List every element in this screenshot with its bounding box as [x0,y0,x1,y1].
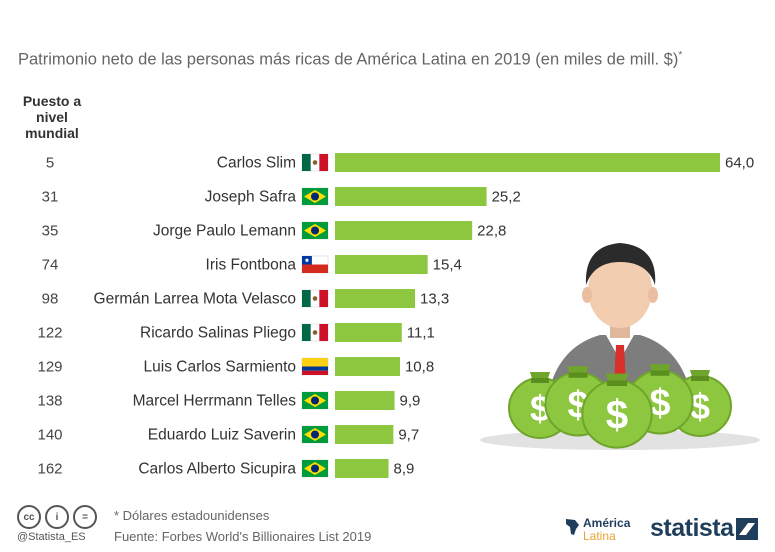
rank-label: 122 [37,325,62,342]
rank-label: 98 [42,291,59,308]
flag-brazil-icon [301,187,329,206]
chart-title: Patrimonio neto de las personas más rica… [18,50,683,69]
bar [335,425,394,444]
partner-logo-line2: Latina [583,529,616,543]
data-label: 9,7 [398,427,419,444]
data-label: 22,8 [477,223,506,240]
flag-mexico-icon [301,323,329,342]
bar [335,459,389,478]
rank-label: 74 [42,257,59,274]
flag-chile-icon [301,255,329,274]
no-derivatives-icon[interactable]: = [73,505,97,529]
attribution-icon[interactable]: i [45,505,69,529]
chart-row: 129 Luis Carlos Sarmiento 10,8 [37,357,434,376]
bar-chart: 5 Carlos Slim 64,0 31 Joseph Safra 25,2 35 Jorg… [37,153,760,478]
top-band [0,0,775,50]
rank-label: 138 [37,393,62,410]
license-icons: cc i = [17,505,97,529]
category-label: Germán Larrea Mota Velasco [94,291,296,308]
chart-row: 35 Jorge Paulo Lemann 22,8 [42,221,506,240]
money-bag-icon: $ [581,373,653,449]
flag-mexico-icon [301,289,329,308]
data-label: 10,8 [405,359,434,376]
flag-mexico-icon [301,153,329,172]
svg-text:$: $ [606,392,628,438]
source-text: Fuente: Forbes World's Billionaires List… [114,529,372,544]
data-label: 11,1 [407,325,435,342]
rank-label: 129 [37,359,62,376]
chart-row: 31 Joseph Safra 25,2 [42,187,521,206]
category-label: Ricardo Salinas Pliego [140,325,296,342]
category-label: Luis Carlos Sarmiento [144,359,296,376]
bar [335,289,416,308]
rank-label: 5 [46,155,54,172]
rank-label: 162 [37,461,62,478]
category-label: Iris Fontbona [206,257,297,274]
footnote: * Dólares estadounidenses [114,508,270,523]
category-label: Marcel Herrmann Telles [133,393,297,410]
rank-label: 140 [37,427,62,444]
rank-column-header: Puesto a nivel mundial [22,93,82,141]
rank-label: 35 [42,223,59,240]
chart-row: 122 Ricardo Salinas Pliego 11,1 [37,323,435,342]
svg-text:$: $ [690,386,710,427]
data-label: 8,9 [394,461,415,478]
statista-logo-mark [736,518,758,540]
partner-logo-line1: América [583,516,631,530]
data-label: 13,3 [420,291,449,308]
bar [335,323,402,342]
chart-row: 5 Carlos Slim 64,0 [46,153,754,172]
bar [335,357,400,376]
flag-brazil-icon [301,459,329,478]
bar [335,391,395,410]
creative-commons-icon[interactable]: cc [17,505,41,529]
data-label: 9,9 [400,393,421,410]
category-label: Jorge Paulo Lemann [153,223,296,240]
bar [335,221,473,240]
businessman-money-illustration: $ $$ $$ [480,243,760,450]
data-label: 64,0 [725,155,754,172]
bar [335,187,487,206]
rank-label: 31 [42,189,59,206]
chart-row: 140 Eduardo Luiz Saverin 9,7 [37,425,419,444]
statista-logo[interactable]: statista [650,514,734,542]
flag-colombia-icon [301,357,329,376]
chart-row: 162 Carlos Alberto Sicupira 8,9 [37,459,414,478]
chart-row: 74 Iris Fontbona 15,4 [42,255,462,274]
flag-brazil-icon [301,425,329,444]
flag-brazil-icon [301,221,329,240]
social-handle[interactable]: @Statista_ES [17,531,86,543]
category-label: Carlos Alberto Sicupira [138,461,296,478]
latin-america-map-icon [566,519,579,535]
svg-text:$: $ [649,383,670,425]
bar [335,255,428,274]
data-label: 15,4 [433,257,462,274]
category-label: Eduardo Luiz Saverin [148,427,296,444]
flag-brazil-icon [301,391,329,410]
bar [335,153,720,172]
chart-row: 138 Marcel Herrmann Telles 9,9 [37,391,420,410]
category-label: Joseph Safra [205,189,297,206]
data-label: 25,2 [492,189,521,206]
chart-row: 98 Germán Larrea Mota Velasco 13,3 [42,289,449,308]
category-label: Carlos Slim [217,155,296,172]
